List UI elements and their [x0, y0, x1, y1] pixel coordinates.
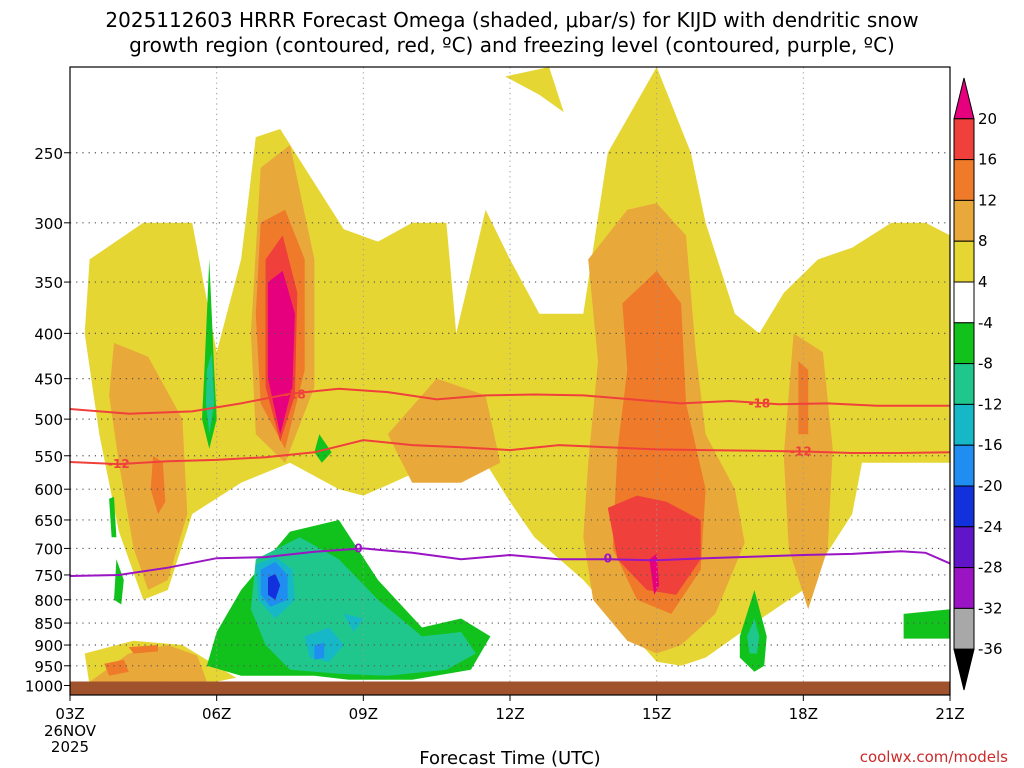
omega-shade-neg4	[903, 609, 950, 639]
colorbar-label: -36	[978, 640, 1003, 658]
colorbar-label: 4	[978, 273, 988, 291]
contour-label: 0	[604, 552, 612, 566]
omega-shade-pos8	[109, 342, 188, 590]
colorbar-segment	[953, 526, 975, 569]
y-tick-label: 800	[34, 592, 63, 610]
y-tick-label: 400	[34, 325, 63, 343]
omega-shade-pos20	[649, 553, 660, 595]
contour-label: 0	[354, 541, 362, 555]
x-tick-label: 12Z	[495, 705, 524, 723]
colorbar-label: -28	[978, 559, 1003, 577]
y-axis: 250 300 350 400 450 500 550 600 650 700 750 800 850 9…	[25, 145, 70, 696]
colorbar-segment	[953, 281, 975, 324]
y-tick-label: 700	[34, 540, 63, 558]
colorbar-segment	[953, 118, 975, 161]
y-tick-label: 500	[34, 411, 63, 429]
omega-shade-pos8	[387, 378, 501, 483]
plot-area: -18 -18 -12 -12 0 0	[69, 66, 951, 696]
omega-shade-neg20	[268, 573, 281, 600]
colorbar-legend: 20 16 12 8 4 -4 -8 -12 -16 -20 -24 -28 -32 -36	[953, 77, 1003, 691]
omega-shade-pos12	[798, 361, 809, 435]
colorbar-label: -32	[978, 599, 1003, 617]
y-tick-label: 250	[34, 145, 63, 163]
chart-title-line-1: 2025112603 HRRR Forecast Omega (shaded, …	[105, 8, 918, 32]
omega-shade-neg16	[314, 642, 325, 660]
colorbar-label: 12	[978, 191, 997, 209]
y-tick-label: 900	[34, 637, 63, 655]
x-tick-label: 06Z	[202, 705, 231, 723]
colorbar-segment	[953, 240, 975, 283]
colorbar-label: -12	[978, 395, 1003, 413]
x-date-label: 2025	[51, 738, 89, 756]
credit-link[interactable]: coolwx.com/models	[860, 748, 1008, 766]
colorbar-label: -20	[978, 477, 1003, 495]
x-tick-label: 15Z	[642, 705, 671, 723]
colorbar-segment	[953, 607, 975, 650]
plot-content: -18 -18 -12 -12 0 0	[70, 67, 950, 695]
colorbar-label: -16	[978, 436, 1003, 454]
y-tick-label: 850	[34, 615, 63, 633]
colorbar-label: -8	[978, 355, 993, 373]
contour-line-0	[70, 547, 950, 577]
colorbar-segment	[953, 159, 975, 201]
omega-shade-neg8	[747, 618, 760, 654]
omega-shade-neg4	[109, 496, 117, 538]
colorbar-segment	[953, 322, 975, 365]
x-axis-title: Forecast Time (UTC)	[419, 748, 600, 768]
colorbar-segment	[953, 403, 975, 446]
colorbar-label: -4	[978, 314, 993, 332]
colorbar-label: 8	[978, 232, 988, 250]
colorbar-segment	[953, 444, 975, 487]
x-tick-label: 21Z	[935, 705, 964, 723]
x-date-label: 26NOV	[44, 722, 97, 740]
chart-title-line-2: growth region (contoured, red, ºC) and f…	[129, 33, 895, 57]
x-tick-label: 03Z	[55, 705, 84, 723]
omega-shade-pos8	[84, 645, 207, 686]
contour-label: -12	[108, 457, 130, 471]
contour-label: -12	[790, 445, 812, 459]
y-tick-label: 600	[34, 481, 63, 499]
colorbar-label: -24	[978, 518, 1003, 536]
omega-shade-neg4	[114, 559, 124, 605]
y-tick-label: 350	[34, 274, 63, 292]
y-tick-label: 650	[34, 512, 63, 530]
y-tick-label: 550	[34, 448, 63, 466]
colorbar-segment	[953, 363, 975, 405]
y-tick-label: 450	[34, 371, 63, 389]
contour-line--12	[70, 439, 950, 466]
omega-shade-pos16	[607, 495, 701, 595]
omega-shade-pos4	[505, 67, 564, 113]
contour-line--18	[70, 387, 950, 415]
colorbar-segment	[953, 199, 975, 242]
y-tick-label: 300	[34, 215, 63, 233]
colorbar-label: 16	[978, 151, 997, 169]
omega-shade-neg12	[343, 613, 364, 632]
ground-bar	[70, 681, 950, 695]
omega-shade-pos12	[104, 659, 129, 676]
x-tick-label: 09Z	[349, 705, 378, 723]
colorbar-segment	[953, 567, 975, 609]
colorbar-segment	[953, 485, 975, 528]
colorbar-segment	[953, 648, 975, 691]
colorbar-segment	[953, 77, 975, 120]
omega-shade-neg8	[205, 352, 215, 435]
contour-label: -18	[748, 396, 770, 410]
y-tick-label: 950	[34, 658, 63, 676]
omega-shade-pos8	[783, 333, 833, 610]
omega-shade-pos12	[128, 645, 158, 654]
colorbar-label: 20	[978, 110, 997, 128]
contour-label: -18	[284, 388, 306, 402]
y-tick-label: 750	[34, 567, 63, 585]
x-tick-label: 18Z	[789, 705, 818, 723]
y-tick-label: 1000	[25, 678, 63, 696]
omega-shade-pos12	[150, 455, 166, 514]
